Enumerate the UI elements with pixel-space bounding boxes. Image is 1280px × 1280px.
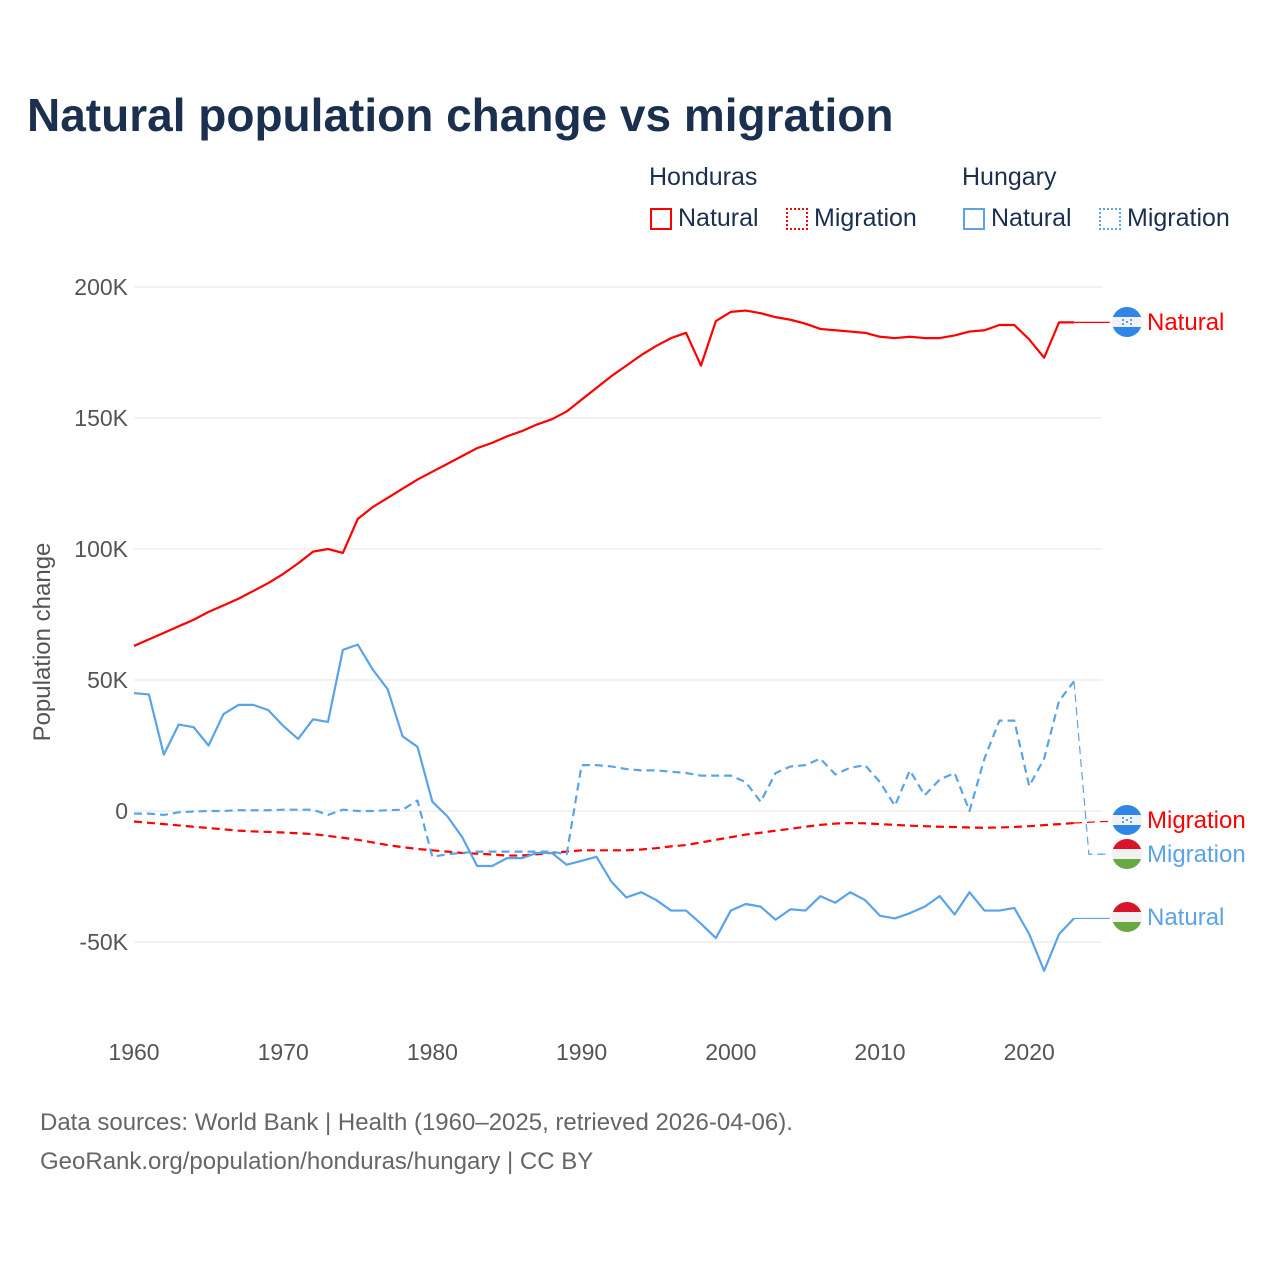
- x-tick-label: 1980: [407, 1039, 458, 1065]
- flag-honduras-icon: [1112, 805, 1142, 835]
- legend-group-hungary: Hungary: [962, 163, 1057, 191]
- flag-star: [1122, 821, 1124, 823]
- x-tick-label: 2020: [1004, 1039, 1055, 1065]
- flag-stripe: [1112, 839, 1142, 850]
- flag-star: [1122, 323, 1124, 325]
- legend-label: Migration: [814, 204, 917, 232]
- y-axis-label: Population change: [29, 543, 56, 742]
- legend-swatch-solid-icon: [963, 207, 985, 230]
- flag-star: [1130, 319, 1132, 321]
- flag-stripe: [1112, 849, 1142, 860]
- flag-stripe: [1112, 307, 1142, 318]
- legend-label: Migration: [1127, 204, 1230, 232]
- series-tail-hu_migration: [1073, 681, 1110, 855]
- x-tick-label: 1960: [108, 1039, 159, 1065]
- legend-item-hungary-natural[interactable]: Natural: [963, 204, 1072, 233]
- flag-star: [1122, 817, 1124, 819]
- legend-item-honduras-migration[interactable]: Migration: [786, 204, 917, 233]
- flag-star: [1130, 821, 1132, 823]
- flag-star: [1122, 319, 1124, 321]
- footer-link[interactable]: GeoRank.org/population/honduras/hungary …: [40, 1148, 594, 1175]
- end-label-hn_migration: Migration: [1147, 807, 1246, 834]
- y-tick-label: 150K: [74, 405, 128, 431]
- legend-item-hungary-migration[interactable]: Migration: [1099, 204, 1230, 233]
- end-label-hn_natural: Natural: [1147, 309, 1224, 336]
- flag-stripe: [1112, 922, 1142, 932]
- flag-stripe: [1112, 902, 1142, 913]
- legend-label: Natural: [991, 204, 1072, 232]
- flag-stripe: [1112, 327, 1142, 337]
- flag-stripe: [1112, 805, 1142, 816]
- y-tick-label: 200K: [74, 274, 128, 300]
- end-label-hu_migration: Migration: [1147, 841, 1246, 868]
- flag-stripe: [1112, 912, 1142, 923]
- y-tick-label: 100K: [74, 536, 128, 562]
- series-tail-hn_migration: [1073, 820, 1110, 824]
- flag-star: [1130, 323, 1132, 325]
- series-line-hu_natural: [133, 643, 1075, 972]
- flag-star: [1126, 321, 1128, 323]
- x-tick-label: 2000: [705, 1039, 756, 1065]
- end-label-hu_natural: Natural: [1147, 904, 1224, 931]
- legend-swatch-solid-icon: [650, 207, 672, 230]
- flag-star: [1126, 819, 1128, 821]
- y-tick-label: -50K: [79, 929, 128, 955]
- legend-swatch-dotted-icon: [786, 207, 808, 230]
- series-line-hu_migration: [134, 680, 1075, 858]
- legend-label: Natural: [678, 204, 759, 232]
- x-tick-label: 2010: [854, 1039, 905, 1065]
- legend-swatch-dotted-icon: [1099, 207, 1121, 230]
- flag-stripe: [1112, 825, 1142, 835]
- flag-stripe: [1112, 859, 1142, 869]
- flag-honduras-icon: [1112, 307, 1142, 337]
- series-line-hn_natural: [133, 309, 1074, 647]
- flag-star: [1130, 817, 1132, 819]
- flag-hungary-icon: [1112, 902, 1142, 932]
- footer-sources: Data sources: World Bank | Health (1960–…: [40, 1109, 793, 1136]
- y-tick-label: 0: [115, 798, 128, 824]
- chart-title: Natural population change vs migration: [27, 89, 894, 141]
- x-tick-label: 1970: [258, 1039, 309, 1065]
- legend-item-honduras-natural[interactable]: Natural: [650, 204, 759, 233]
- series-line-hn_migration: [133, 820, 1075, 857]
- flag-hungary-icon: [1112, 839, 1142, 869]
- y-tick-label: 50K: [87, 667, 129, 693]
- x-tick-label: 1990: [556, 1039, 607, 1065]
- legend-group-honduras: Honduras: [649, 163, 758, 191]
